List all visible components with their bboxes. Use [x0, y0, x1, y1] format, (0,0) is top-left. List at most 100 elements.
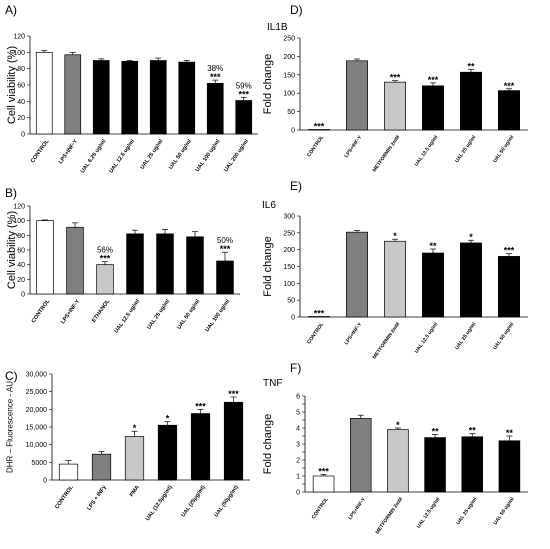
panel-6-significance-label: ** — [506, 428, 514, 438]
panel-2-bar — [66, 226, 84, 295]
panel-3-y-tick-label: 5000 — [31, 460, 47, 467]
panel-2-y-tick-label: 40 — [17, 262, 25, 269]
panel-4-category-label: METFORMIN 2mM — [372, 135, 402, 174]
panel-5-bar — [308, 316, 330, 318]
panel-1-category-label: CONTROL — [30, 138, 51, 164]
panel-1-bar — [92, 60, 110, 135]
panel-6-bar — [424, 437, 446, 493]
panel-3-y-axis-label: DHR – Fluorescence - AU — [6, 381, 15, 473]
panel-6-bar — [461, 436, 484, 493]
panel-5-y-tick-label: 150 — [283, 264, 295, 271]
panel-4-category-label: UAL 12.5 ug/ml — [414, 134, 440, 167]
panel-1-category-label: UAL 50 ug/ml — [168, 138, 193, 171]
panel-3-bar — [91, 453, 112, 481]
panel-6-y-tick-label: 4 — [296, 426, 300, 433]
panel-5-bar — [422, 252, 444, 318]
panel-5-y-tick-label: 250 — [283, 230, 295, 237]
panel-1-category-label: UAL 200 ug/ml — [223, 138, 250, 173]
panel-2-bar — [36, 220, 54, 295]
panel-5-y-tick-label: 0 — [291, 315, 295, 322]
panel-6-panel-label: F) — [290, 361, 301, 375]
panel-3-category-label: CONTROL — [54, 484, 75, 510]
panel-6-y-tick-label: 1 — [296, 474, 300, 481]
panel-4-category-label: LPS+INF-Y — [344, 134, 364, 159]
panel-5-bar — [498, 256, 520, 318]
panel-4-category-label: UAL 50 ug/ml — [492, 134, 516, 164]
panel-3-y-tick-label: 0 — [43, 478, 47, 485]
panel-6-bar — [498, 440, 521, 493]
panel-1-y-tick-label: 120 — [13, 34, 25, 41]
panel-2-y-axis-label: Cell viability (%) — [6, 211, 18, 289]
panel-6-bar — [349, 418, 372, 493]
panel-6-category-label: UAL 25 ug/ml — [455, 496, 479, 526]
panel-4-y-tick-label: 150 — [283, 72, 295, 79]
panel-6-y-tick-label: 3 — [296, 442, 300, 449]
panel-2-y-tick-label: 100 — [13, 218, 25, 225]
panel-5-category-label: CONTROL — [306, 322, 325, 346]
panel-5-bar — [460, 242, 482, 318]
panel-5-y-tick-label: 200 — [283, 247, 295, 254]
panel-3-significance-label: * — [166, 414, 170, 424]
panel-5-significance-label: *** — [314, 309, 325, 319]
panel-3-y-tick-label: 25,000 — [26, 389, 48, 396]
panel-4-bar — [308, 129, 330, 131]
panel-4-significance-label: ** — [467, 61, 475, 71]
panel-3-y-tick-label: 15,000 — [26, 425, 48, 432]
panel-3-significance-label: * — [133, 423, 137, 433]
panel-5-category-label: UAL 25 ug/ml — [454, 321, 478, 351]
panel-3-y-tick-label: 20,000 — [26, 407, 48, 414]
panel-6-significance-label: * — [396, 420, 400, 430]
panel-6-bar — [387, 429, 409, 493]
panel-1-bar — [149, 60, 167, 135]
panel-6-category-label: UAL 12.5 ug/ml — [416, 496, 442, 529]
panel-6-significance-label: *** — [318, 466, 329, 476]
panel-1-y-tick-label: 60 — [17, 83, 25, 90]
panel-2-category-label: UAL 50 ug/ml — [176, 298, 201, 331]
panel-4-bar — [498, 90, 520, 131]
panel-5-panel-label: E) — [290, 179, 302, 193]
panel-4-bar — [460, 71, 482, 131]
panel-1-y-tick-label: 0 — [21, 132, 25, 139]
panel-5-y-axis-label: Fold change — [262, 236, 274, 297]
panel-2-bar — [186, 236, 204, 295]
panel-6-y-tick-label: 5 — [296, 410, 300, 417]
panel-4-y-tick-label: 100 — [283, 91, 295, 98]
panel-1-significance-label: *** — [210, 72, 221, 82]
panel-3-bar — [157, 424, 178, 481]
panel-1-category-label: UAL 6.25 ug/ml — [80, 138, 108, 174]
panel-5-category-label: LPS+INF-Y — [344, 321, 364, 346]
panel-5-title: IL6 — [262, 200, 276, 211]
panel-1-percent-label: 38% — [207, 64, 223, 73]
panel-4-bar — [346, 60, 368, 131]
panel-5-significance-label: * — [469, 232, 473, 242]
panel-3-category-label: UAL (50μg/ml) — [214, 484, 240, 518]
panel-4-significance-label: *** — [428, 75, 439, 85]
panel-2-panel-label: B) — [5, 186, 17, 200]
panel-2-bar — [96, 264, 114, 295]
panel-1-bar — [178, 61, 196, 135]
panel-6-category-label: METFORMIN 2mM — [375, 497, 405, 536]
panel-1-y-tick-label: 40 — [17, 99, 25, 106]
panel-2-category-label: UAL 25 ug/ml — [146, 298, 171, 331]
panel-4-category-label: CONTROL — [306, 135, 325, 159]
panel-3-bar — [124, 436, 145, 481]
panel-1-bar — [121, 60, 139, 135]
panel-2-category-label: UAL 100 ug/ml — [204, 298, 231, 333]
panel-2-y-tick-label: 80 — [17, 233, 25, 240]
panel-2-bar — [126, 233, 144, 295]
panel-1-bar — [206, 83, 224, 135]
panel-4-title: IL1B — [267, 22, 288, 33]
panel-4-y-tick-label: 0 — [291, 128, 295, 135]
panel-4-y-axis-label: Fold change — [262, 54, 274, 115]
panel-2-significance-label: *** — [220, 244, 231, 254]
panel-2-y-tick-label: 0 — [21, 292, 25, 299]
panel-5-significance-label: *** — [504, 246, 515, 256]
panel-2-significance-label: *** — [100, 254, 111, 264]
panel-3-significance-label: *** — [228, 389, 239, 399]
panel-5-bar — [346, 231, 368, 318]
panel-3-bar — [223, 401, 244, 481]
panel-4-significance-label: *** — [504, 81, 515, 91]
panel-5-y-tick-label: 100 — [283, 281, 295, 288]
panel-6-category-label: LPS+INF-Y — [347, 496, 367, 521]
panel-1-significance-label: *** — [238, 89, 249, 99]
